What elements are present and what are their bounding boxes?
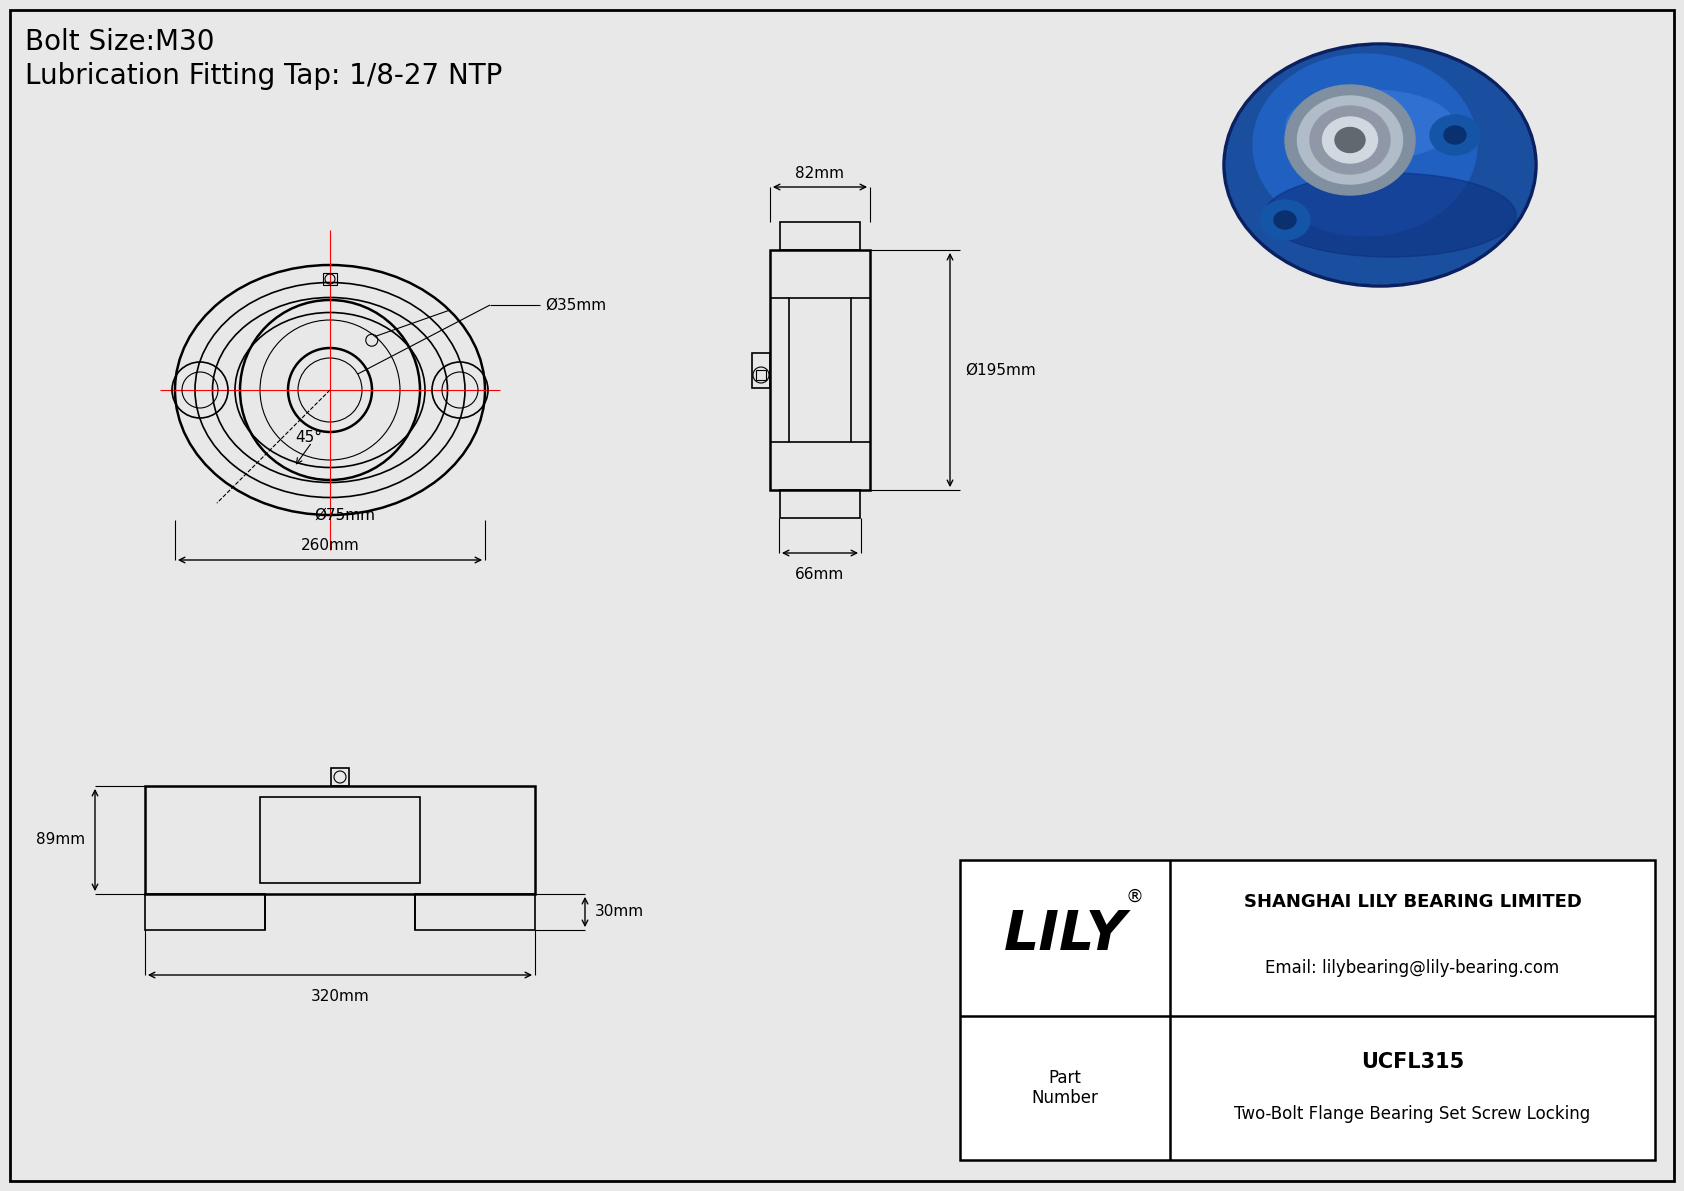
Text: 45°: 45° <box>296 430 323 444</box>
Text: SHANGHAI LILY BEARING LIMITED: SHANGHAI LILY BEARING LIMITED <box>1243 893 1581 911</box>
Ellipse shape <box>1322 117 1378 163</box>
Text: Email: lilybearing@lily-bearing.com: Email: lilybearing@lily-bearing.com <box>1265 959 1559 977</box>
Bar <box>145 786 536 894</box>
Text: Ø75mm: Ø75mm <box>315 509 376 523</box>
Text: 66mm: 66mm <box>795 567 845 582</box>
Ellipse shape <box>1226 46 1534 283</box>
Ellipse shape <box>1285 85 1415 195</box>
Text: 320mm: 320mm <box>310 989 369 1004</box>
Bar <box>323 273 337 285</box>
Text: 89mm: 89mm <box>35 833 84 848</box>
Text: Ø35mm: Ø35mm <box>546 298 606 312</box>
Bar <box>790 298 850 442</box>
Text: UCFL315: UCFL315 <box>1361 1052 1463 1072</box>
Text: 260mm: 260mm <box>301 538 359 554</box>
Bar <box>756 370 766 380</box>
Text: Ø195mm: Ø195mm <box>965 362 1036 378</box>
Bar <box>753 353 770 387</box>
Ellipse shape <box>1430 116 1480 155</box>
Text: 82mm: 82mm <box>795 166 844 181</box>
Ellipse shape <box>1253 54 1477 236</box>
Text: Part
Number: Part Number <box>1032 1068 1098 1108</box>
Ellipse shape <box>1310 106 1389 174</box>
Bar <box>770 250 871 490</box>
Ellipse shape <box>1265 173 1516 257</box>
Bar <box>780 490 861 518</box>
Text: Lubrication Fitting Tap: 1/8-27 NTP: Lubrication Fitting Tap: 1/8-27 NTP <box>25 62 502 91</box>
Bar <box>332 768 349 786</box>
Text: ®: ® <box>1127 888 1143 906</box>
Ellipse shape <box>1297 96 1403 183</box>
Bar <box>780 222 861 250</box>
Bar <box>414 894 536 930</box>
Bar <box>259 797 419 883</box>
Ellipse shape <box>1335 127 1366 152</box>
Bar <box>145 894 264 930</box>
Ellipse shape <box>1287 91 1453 160</box>
Ellipse shape <box>1260 200 1310 241</box>
Ellipse shape <box>1275 211 1297 229</box>
Text: LILY: LILY <box>1004 908 1127 962</box>
Text: 30mm: 30mm <box>594 904 643 919</box>
Text: Bolt Size:M30: Bolt Size:M30 <box>25 29 214 56</box>
Ellipse shape <box>1443 126 1467 144</box>
Text: Two-Bolt Flange Bearing Set Screw Locking: Two-Bolt Flange Bearing Set Screw Lockin… <box>1234 1105 1591 1123</box>
Bar <box>960 860 1655 1160</box>
